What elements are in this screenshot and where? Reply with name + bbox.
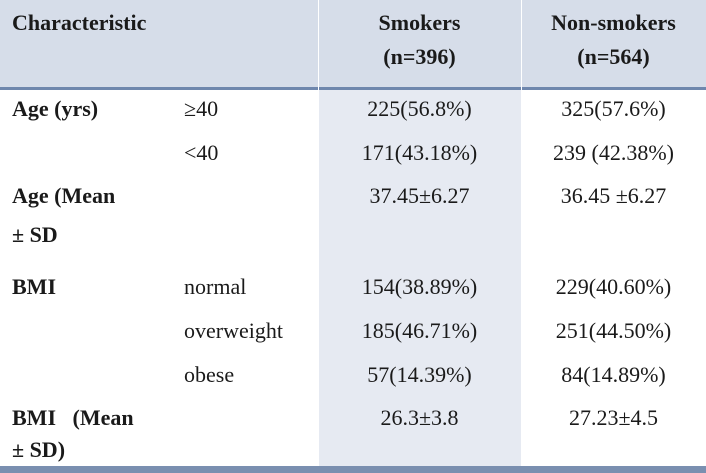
cell-nonsmokers: 84(14.89%) <box>561 362 666 387</box>
header-characteristic: Characteristic <box>12 10 147 35</box>
cell-nonsmokers: 27.23±4.5 <box>568 405 659 430</box>
cell-smokers: 225(56.8%) <box>367 96 472 121</box>
column-divider <box>318 0 319 466</box>
row-sub-age-ge40: ≥40 <box>184 96 219 121</box>
header-nonsmokers-n: (n=564) <box>577 44 650 69</box>
cell-nonsmokers: 251(44.50%) <box>555 318 672 343</box>
cell-nonsmokers: 229(40.60%) <box>555 274 672 299</box>
cell-smokers: 154(38.89%) <box>361 274 478 299</box>
row-label-age-sd: ± SD <box>12 222 58 247</box>
row-sub-bmi-normal: normal <box>184 274 247 299</box>
header-smokers-n: (n=396) <box>383 44 456 69</box>
smokers-column-shading <box>318 90 521 466</box>
bottom-rule <box>0 466 706 473</box>
cell-nonsmokers: 239 (42.38%) <box>553 140 674 165</box>
row-label-bmi-sd: ± SD) <box>12 437 66 462</box>
cell-nonsmokers: 325(57.6%) <box>561 96 666 121</box>
cell-smokers: 57(14.39%) <box>367 362 472 387</box>
table-header <box>0 0 706 87</box>
row-sub-age-lt40: <40 <box>184 140 219 165</box>
header-smokers: Smokers <box>378 10 461 35</box>
cell-nonsmokers: 36.45 ±6.27 <box>560 183 667 208</box>
cell-smokers: 171(43.18%) <box>361 140 478 165</box>
column-divider <box>521 0 522 466</box>
row-label-bmi-mean: BMI (Mean <box>12 405 134 430</box>
row-label-age-mean: Age (Mean <box>12 183 116 208</box>
cell-smokers: 26.3±3.8 <box>380 405 459 430</box>
row-label-bmi: BMI <box>12 274 56 299</box>
cell-smokers: 37.45±6.27 <box>369 183 470 208</box>
header-nonsmokers: Non-smokers <box>551 10 676 35</box>
header-rule <box>0 87 706 90</box>
row-sub-bmi-obese: obese <box>184 362 235 387</box>
cell-smokers: 185(46.71%) <box>361 318 478 343</box>
row-sub-bmi-overweight: overweight <box>184 318 283 343</box>
row-label-age: Age (yrs) <box>12 96 99 121</box>
